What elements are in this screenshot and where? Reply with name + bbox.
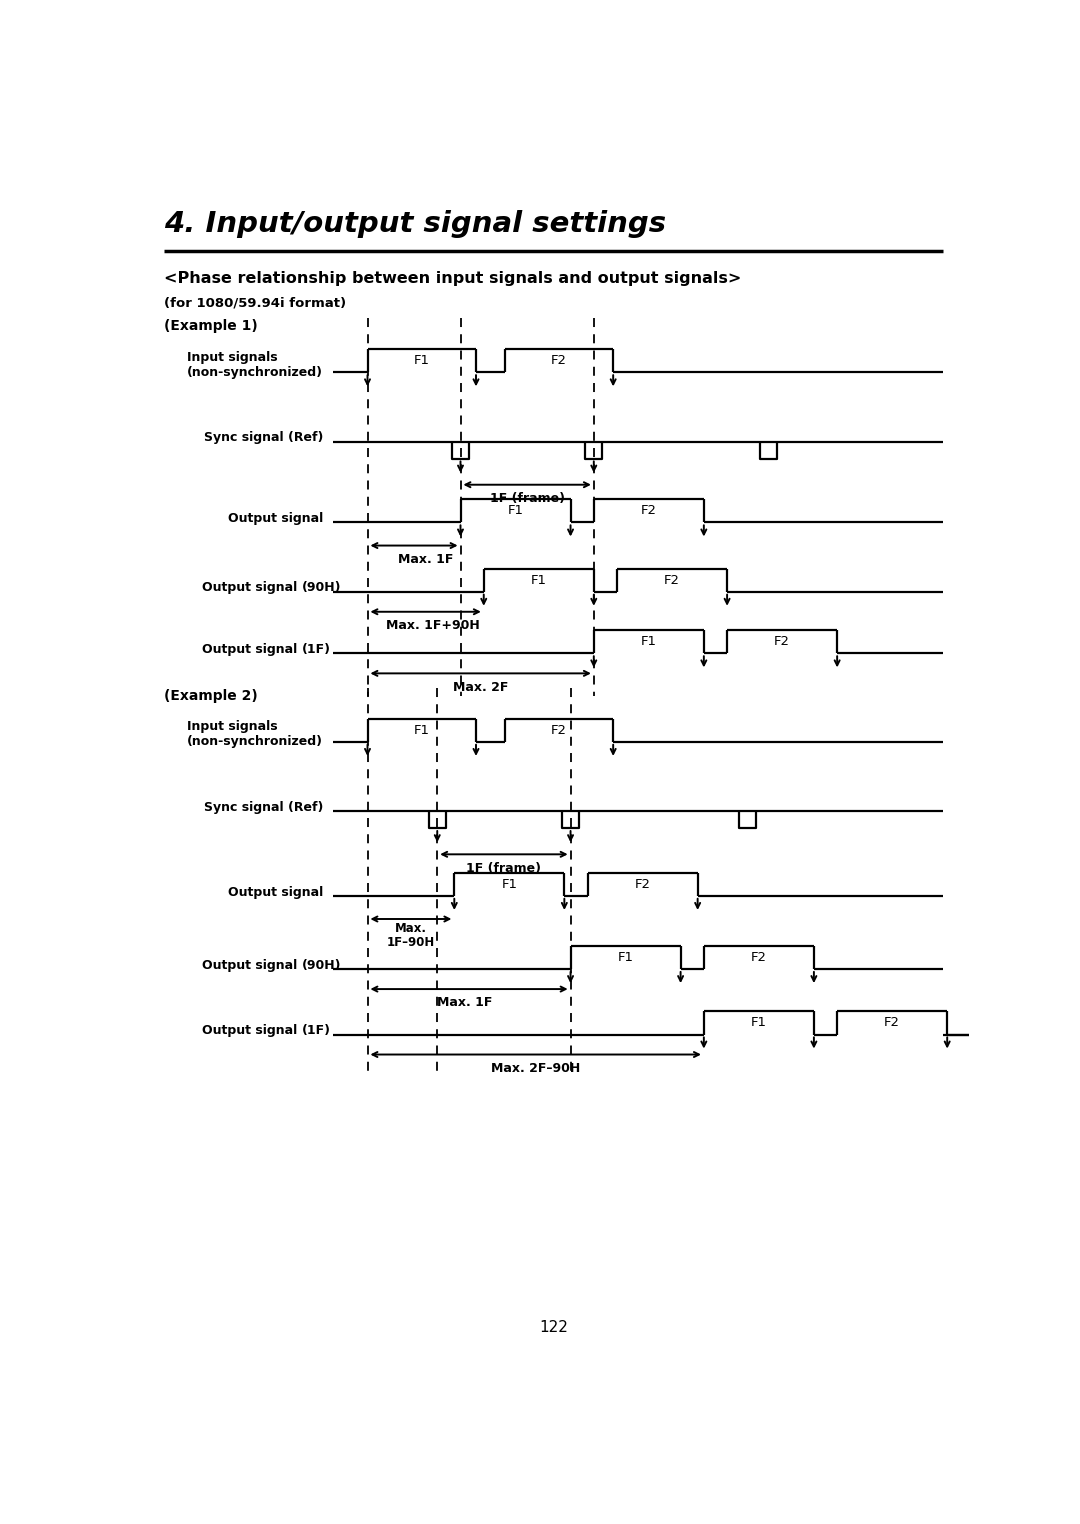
Text: (for 1080/59.94i format): (for 1080/59.94i format) bbox=[164, 297, 347, 309]
Text: 122: 122 bbox=[539, 1320, 568, 1335]
Text: Max. 2F: Max. 2F bbox=[453, 681, 509, 693]
Text: Sync signal (Ref): Sync signal (Ref) bbox=[204, 800, 323, 814]
Text: Output signal: Output signal bbox=[203, 1024, 298, 1038]
Text: Output signal: Output signal bbox=[203, 643, 298, 655]
Text: F2: F2 bbox=[885, 1017, 900, 1029]
Text: 1F (frame): 1F (frame) bbox=[489, 492, 565, 504]
Text: (Example 1): (Example 1) bbox=[164, 319, 258, 334]
Text: 1F (frame): 1F (frame) bbox=[467, 861, 541, 875]
Text: Input signals
(non-synchronized): Input signals (non-synchronized) bbox=[187, 351, 323, 378]
Text: F1: F1 bbox=[501, 878, 517, 892]
Text: Max. 2F–90H: Max. 2F–90H bbox=[491, 1062, 580, 1074]
Text: Input signals
(non-synchronized): Input signals (non-synchronized) bbox=[187, 721, 323, 748]
Text: F1: F1 bbox=[618, 951, 634, 965]
Text: F2: F2 bbox=[635, 878, 650, 892]
Text: F2: F2 bbox=[664, 573, 680, 587]
Text: Output signal: Output signal bbox=[228, 885, 323, 899]
Text: Output signal: Output signal bbox=[203, 959, 298, 972]
Text: F2: F2 bbox=[551, 354, 567, 367]
Text: Max. 1F+90H: Max. 1F+90H bbox=[387, 619, 481, 632]
Text: F1: F1 bbox=[508, 504, 524, 518]
Text: Max. 1F: Max. 1F bbox=[397, 553, 454, 565]
Text: F1: F1 bbox=[751, 1017, 767, 1029]
Text: F1: F1 bbox=[640, 636, 657, 648]
Text: F2: F2 bbox=[751, 951, 767, 965]
Text: (1F): (1F) bbox=[301, 643, 330, 655]
Text: F1: F1 bbox=[530, 573, 546, 587]
Text: Output signal: Output signal bbox=[203, 581, 298, 594]
Text: (90H): (90H) bbox=[301, 959, 341, 972]
Text: (Example 2): (Example 2) bbox=[164, 689, 258, 703]
Text: F2: F2 bbox=[774, 636, 791, 648]
Text: <Phase relationship between input signals and output signals>: <Phase relationship between input signal… bbox=[164, 271, 742, 287]
Text: (1F): (1F) bbox=[301, 1024, 330, 1038]
Text: Sync signal (Ref): Sync signal (Ref) bbox=[204, 431, 323, 445]
Text: (90H): (90H) bbox=[301, 581, 341, 594]
Text: 4. Input/output signal settings: 4. Input/output signal settings bbox=[164, 210, 666, 238]
Text: Output signal: Output signal bbox=[228, 512, 323, 526]
Text: Max.
1F–90H: Max. 1F–90H bbox=[387, 922, 435, 949]
Text: F1: F1 bbox=[414, 354, 430, 367]
Text: Max. 1F: Max. 1F bbox=[437, 997, 492, 1009]
Text: F2: F2 bbox=[640, 504, 657, 518]
Text: F2: F2 bbox=[551, 724, 567, 736]
Text: F1: F1 bbox=[414, 724, 430, 736]
